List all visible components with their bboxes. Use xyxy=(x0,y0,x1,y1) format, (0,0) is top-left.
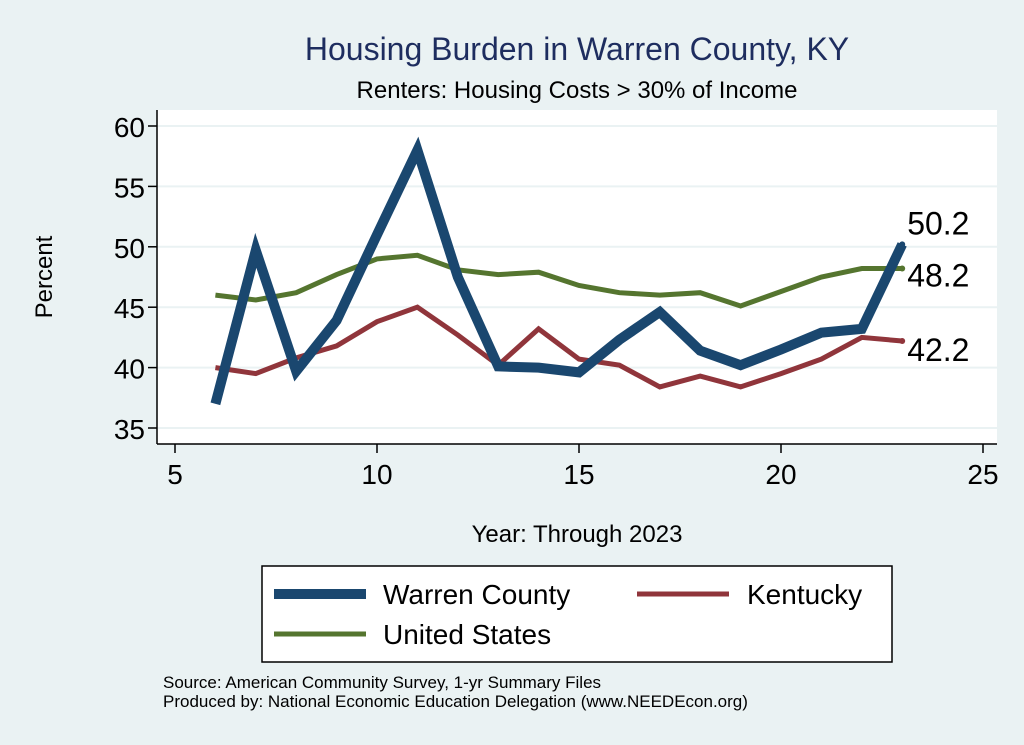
series-line-warren-county xyxy=(210,136,907,406)
end-marker-united-states xyxy=(899,265,906,272)
chart-title: Housing Burden in Warren County, KY xyxy=(305,31,849,67)
legend-label-united-states: United States xyxy=(383,619,551,650)
x-tick-label-20: 20 xyxy=(765,459,796,490)
end-label-united-states: 48.2 xyxy=(907,258,969,294)
footer-source: Source: American Community Survey, 1-yr … xyxy=(163,673,602,692)
y-tick-label-45: 45 xyxy=(114,293,145,324)
x-tick-label-25: 25 xyxy=(967,459,998,490)
y-axis-label: Percent xyxy=(31,235,58,318)
end-labels: 50.2 42.2 48.2 xyxy=(899,205,969,368)
x-tick-label-15: 15 xyxy=(563,459,594,490)
legend-label-kentucky: Kentucky xyxy=(747,579,862,610)
chart-subtitle: Renters: Housing Costs > 30% of Income xyxy=(357,77,798,104)
legend-box xyxy=(261,565,893,663)
end-label-warren-county: 50.2 xyxy=(907,205,969,241)
x-tick-label-10: 10 xyxy=(361,459,392,490)
series-group xyxy=(210,136,907,406)
end-marker-warren-county xyxy=(899,241,906,248)
x-tick-label-5: 5 xyxy=(167,459,183,490)
series-line-kentucky xyxy=(215,304,903,390)
axes: 35 40 45 50 55 60 5 10 15 20 25 xyxy=(114,110,999,490)
y-tick-label-40: 40 xyxy=(114,354,145,385)
end-marker-kentucky xyxy=(899,338,906,345)
x-axis-label: Year: Through 2023 xyxy=(472,521,683,548)
y-tick-label-55: 55 xyxy=(114,172,145,203)
series-line-united-states xyxy=(215,252,903,309)
plot-area xyxy=(157,110,997,444)
y-tick-label-50: 50 xyxy=(114,233,145,264)
y-tick-label-35: 35 xyxy=(114,414,145,445)
legend: Warren County Kentucky United States xyxy=(261,565,893,663)
end-label-kentucky: 42.2 xyxy=(907,332,969,368)
legend-label-warren-county: Warren County xyxy=(383,579,570,610)
footer-produced: Produced by: National Economic Education… xyxy=(163,692,748,711)
y-tick-label-60: 60 xyxy=(114,112,145,143)
